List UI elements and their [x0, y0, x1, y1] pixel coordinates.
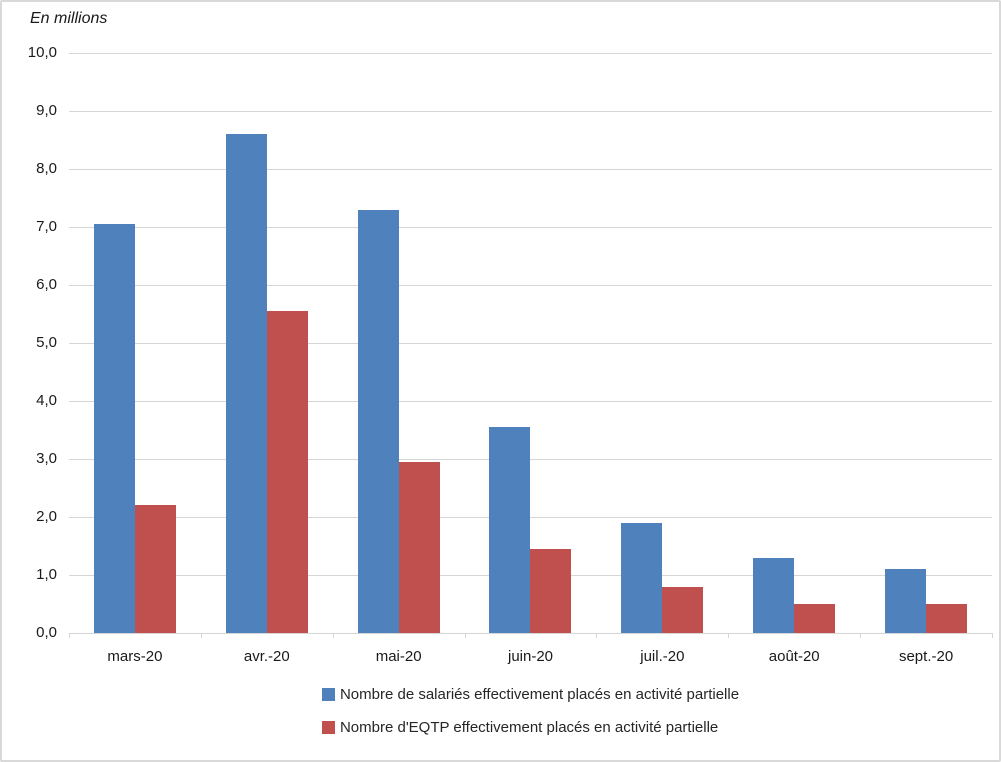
legend-label: Nombre d'EQTP effectivement placés en ac… — [339, 719, 719, 736]
category-group-avr.-20 — [201, 53, 333, 633]
bar — [662, 586, 704, 633]
gridline — [69, 285, 992, 286]
category-group-juil.-20 — [596, 53, 728, 633]
bar — [489, 427, 531, 633]
x-axis-tick-mark — [200, 633, 202, 638]
y-axis-tick-label: 5,0 — [36, 334, 57, 351]
y-axis-tick-label: 7,0 — [36, 218, 57, 235]
category-group-sept.-20 — [860, 53, 992, 633]
bar — [398, 461, 440, 633]
legend: Nombre de salariés effectivement placés … — [69, 686, 992, 736]
legend-block: Nombre de salariés effectivement placés … — [321, 686, 740, 736]
bar — [93, 224, 135, 633]
x-axis-category-label: avr.-20 — [243, 648, 290, 665]
y-axis-tick-label: 1,0 — [36, 566, 57, 583]
x-axis-tick-mark — [332, 633, 334, 638]
bar — [225, 134, 267, 633]
y-axis-tick-label: 0,0 — [36, 624, 57, 641]
bar — [357, 209, 399, 633]
x-axis-tick-mark — [596, 633, 598, 638]
bar — [530, 548, 572, 633]
gridline — [69, 401, 992, 402]
y-axis-units-label: En millions — [30, 10, 108, 27]
category-group-août-20 — [728, 53, 860, 633]
legend-swatch-icon — [321, 688, 335, 701]
x-axis-tick-mark — [992, 633, 993, 638]
y-axis-tick-label: 3,0 — [36, 450, 57, 467]
category-group-mai-20 — [333, 53, 465, 633]
gridline — [69, 343, 992, 344]
gridline — [69, 53, 992, 54]
legend-swatch-icon — [321, 721, 335, 734]
bar — [885, 569, 927, 633]
gridline — [69, 459, 992, 460]
gridline — [69, 169, 992, 170]
legend-label: Nombre de salariés effectivement placés … — [339, 686, 740, 703]
legend-item: Nombre de salariés effectivement placés … — [321, 686, 740, 703]
y-axis-tick-label: 4,0 — [36, 392, 57, 409]
bar — [621, 522, 663, 633]
bar — [753, 557, 795, 633]
legend-item: Nombre d'EQTP effectivement placés en ac… — [321, 719, 719, 736]
x-axis-category-label: juin-20 — [507, 648, 554, 665]
x-axis-category-label: août-20 — [768, 648, 820, 665]
x-axis-tick-mark — [69, 633, 70, 638]
x-axis-category-label: juil.-20 — [640, 648, 685, 665]
x-axis-tick-mark — [860, 633, 862, 638]
x-axis-line — [69, 633, 992, 634]
y-axis-tick-label: 2,0 — [36, 508, 57, 525]
x-axis-category-label: sept.-20 — [898, 648, 954, 665]
y-axis-tick-label: 6,0 — [36, 276, 57, 293]
gridline — [69, 227, 992, 228]
bar — [266, 311, 308, 633]
bar — [794, 604, 836, 633]
y-axis-tick-label: 10,0 — [27, 44, 57, 61]
bar — [134, 505, 176, 633]
gridline — [69, 517, 992, 518]
y-axis-tick-label: 9,0 — [36, 102, 57, 119]
x-axis-tick-mark — [728, 633, 730, 638]
plot-area — [69, 53, 993, 638]
x-axis-category-label: mars-20 — [107, 648, 163, 665]
gridline — [69, 111, 992, 112]
bar — [926, 604, 968, 633]
x-axis-category-label: mai-20 — [375, 648, 422, 665]
category-group-juin-20 — [465, 53, 597, 633]
y-axis-tick-label: 8,0 — [36, 160, 57, 177]
x-axis-tick-mark — [464, 633, 466, 638]
category-group-mars-20 — [69, 53, 201, 633]
